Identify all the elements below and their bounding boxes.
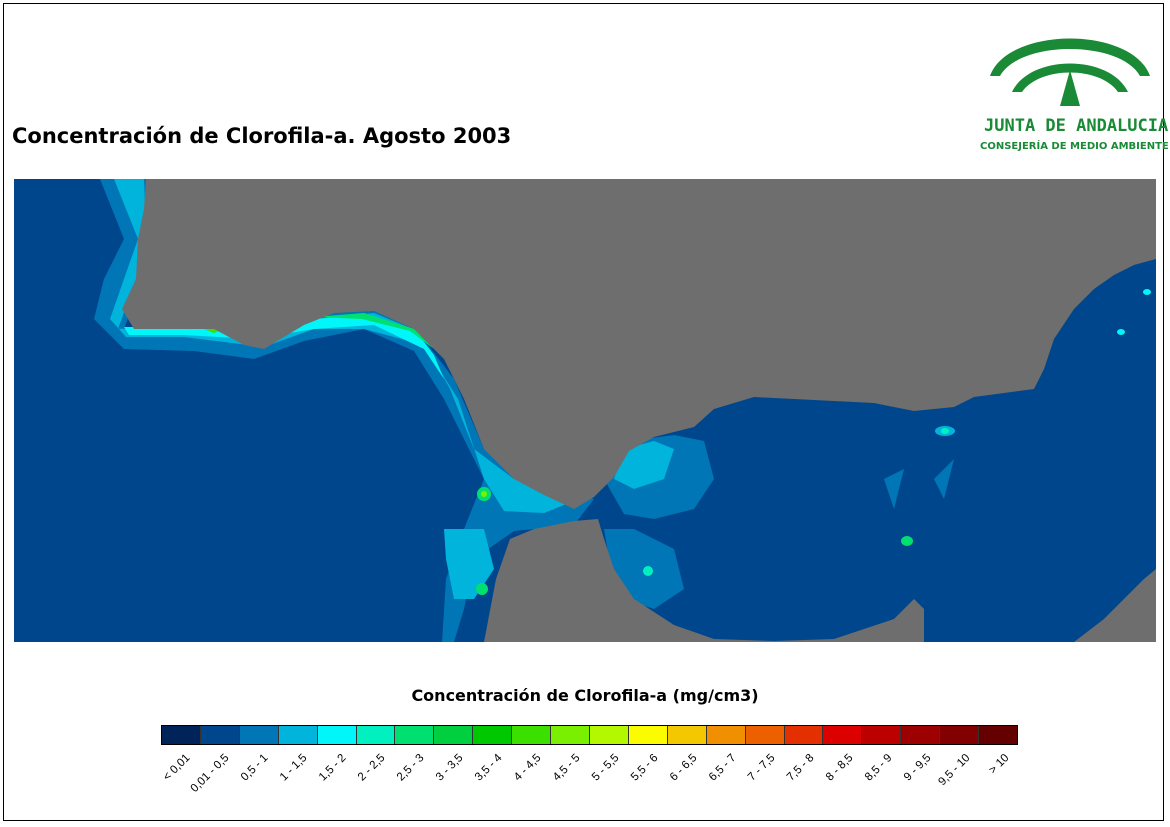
logo-department: CONSEJERÍA DE MEDIO AMBIENTE [980, 141, 1169, 152]
page-title: Concentración de Clorofila-a. Agosto 200… [12, 124, 512, 148]
legend-tick-label: 3 - 3,5 [434, 752, 466, 784]
legend-swatch [901, 726, 941, 744]
legend-tick-label: 2,5 - 3 [395, 752, 427, 784]
legend-tick-label: 9 - 9,5 [901, 752, 934, 784]
legend-tick-label: 9,5 - 10 [935, 752, 973, 789]
legend-tick-label: 4,5 - 5 [550, 752, 583, 784]
legend-swatch [473, 726, 513, 744]
legend-swatch [317, 726, 357, 744]
coastal-chlorophyll-atlantic [94, 179, 594, 642]
legend-tick-label: 1,5 - 2 [317, 752, 349, 784]
legend-tick-label: 2 - 2,5 [356, 752, 388, 784]
africa-land-east [1074, 569, 1156, 642]
legend-tick-label: 6 - 6,5 [667, 752, 700, 784]
legend-tick-label: 8 - 8,5 [823, 752, 856, 784]
legend-tick-label: 8,5 - 9 [862, 752, 895, 784]
legend-swatch [551, 726, 590, 744]
legend-swatch [784, 726, 824, 744]
legend-swatch [512, 726, 552, 744]
legend-tick-label: 5 - 5,5 [589, 752, 622, 784]
logo-arch-inner [1012, 63, 1128, 92]
logo-name: JUNTA DE ANDALUCIA [984, 116, 1169, 136]
legend-swatch [979, 726, 1017, 744]
legend-tick-label: < 0,01 [161, 752, 193, 784]
legend-swatch [745, 726, 785, 744]
legend-swatch [823, 726, 863, 744]
legend-swatch [200, 726, 240, 744]
legend-swatch [278, 726, 318, 744]
legend-tick-label: 0,01 - 0,5 [189, 752, 232, 795]
chlorophyll-map [14, 179, 1156, 642]
legend-swatch [395, 726, 435, 744]
legend-swatch [628, 726, 668, 744]
legend-tick-label: 5,5 - 6 [628, 752, 661, 784]
legend-tick-label: 7 - 7,5 [745, 752, 778, 784]
legend-tick-label: 7,5 - 8 [784, 752, 817, 784]
legend-swatch [589, 726, 629, 744]
legend-swatch [862, 726, 902, 744]
legend-swatch [706, 726, 746, 744]
legend-swatch [940, 726, 980, 744]
legend-swatch [434, 726, 474, 744]
legend-tick-label: 4 - 4,5 [512, 752, 544, 784]
legend-swatch [162, 726, 201, 744]
logo-arrow [1060, 70, 1080, 106]
legend-tick-label: 0,5 - 1 [239, 752, 271, 784]
africa-land [484, 519, 924, 642]
legend-tick-label: > 10 [986, 752, 1012, 777]
legend-tick-label: 6,5 - 7 [706, 752, 739, 784]
legend-tick-label: 3,5 - 4 [473, 752, 505, 784]
legend-tick-label: 1 - 1,5 [278, 752, 310, 784]
legend-title: Concentración de Clorofila-a (mg/cm3) [411, 686, 759, 705]
legend-swatch [667, 726, 707, 744]
legend-swatch [239, 726, 279, 744]
junta-de-andalucia-logo [990, 38, 1150, 106]
logo-arch-outer [990, 38, 1150, 76]
iberia-land [122, 179, 1156, 509]
legend-swatch [356, 726, 396, 744]
legend-colorbar [161, 725, 1018, 745]
